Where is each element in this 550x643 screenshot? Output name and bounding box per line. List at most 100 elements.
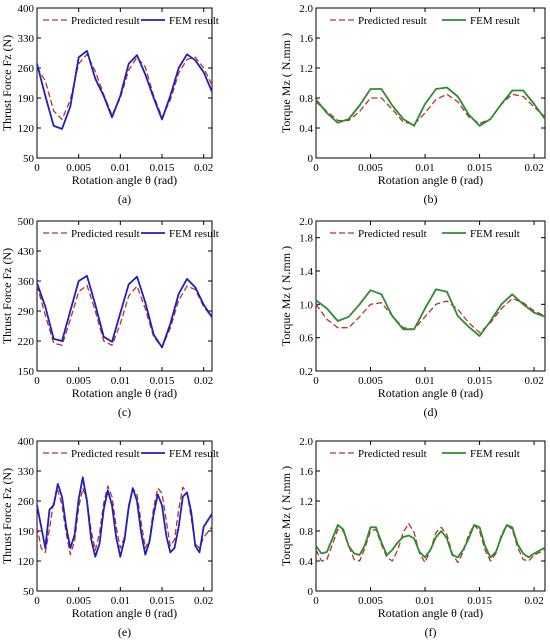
plot-area-frame: [36, 440, 213, 592]
y-tick-label: 1.2: [299, 496, 313, 508]
x-tick-label: 0.02: [194, 162, 213, 174]
y-tick-label: 360: [18, 276, 35, 288]
y-tick-label: 430: [18, 246, 35, 258]
y-axis-label: Torque Mz ( N.mm ): [279, 33, 293, 133]
y-tick-label: 260: [18, 496, 35, 508]
x-axis-label: Rotation angle θ (rad): [72, 173, 177, 187]
series-line-fem: [315, 288, 546, 337]
x-tick-label: 0.005: [66, 162, 91, 174]
series-line-fem: [36, 476, 213, 558]
y-axis-label: Thrust Force Fz (N): [0, 248, 14, 344]
x-tick-label: 0.005: [358, 162, 383, 174]
x-tick-label: 0.01: [415, 375, 434, 387]
chart-panel-c: 0 0.005 0.01 0.015 0.02 150 220 290 360 430 500 Rot…: [0, 216, 219, 419]
y-tick-label: 260: [18, 63, 35, 75]
series-line-fem: [315, 86, 546, 127]
x-tick-label: 0.005: [358, 375, 383, 387]
y-tick-label: 2.0: [299, 436, 313, 448]
x-tick-label: 0: [34, 162, 40, 174]
legend-entry-label: FEM result: [470, 448, 520, 460]
y-tick-label: 1.8: [299, 233, 313, 245]
panel-label: (e): [118, 625, 131, 639]
chart-panel-f: 0 0.005 0.01 0.015 0.02 0 0.4 0.8 1.2 1.6 2.0 Rotat…: [279, 436, 546, 639]
plot-area-frame: [36, 220, 213, 372]
panel-label: (a): [118, 192, 131, 206]
y-tick-label: 0.4: [299, 556, 313, 568]
x-tick-label: 0.02: [524, 162, 543, 174]
x-tick-label: 0.015: [150, 375, 175, 387]
y-tick-label: 0.8: [299, 526, 313, 538]
plot-area-frame: [315, 220, 546, 372]
y-tick-label: 1.6: [299, 466, 313, 478]
series-line-predicted: [36, 53, 213, 121]
legend: Predicted result FEM result: [330, 15, 520, 27]
legend: Predicted result FEM result: [330, 448, 520, 460]
x-tick-label: 0.02: [194, 375, 213, 387]
panel-label: (c): [118, 405, 131, 419]
y-tick-label: 2.0: [299, 216, 313, 228]
panel-label: (d): [424, 405, 438, 419]
y-tick-label: 330: [18, 33, 35, 45]
legend-entry-label: Predicted result: [71, 448, 140, 460]
series-line-predicted: [36, 485, 213, 556]
x-tick-label: 0.02: [524, 375, 543, 387]
legend-entry-label: FEM result: [470, 15, 520, 27]
y-axis-label: Torque Mz ( N.mm ): [279, 246, 293, 346]
y-tick-label: 290: [18, 306, 35, 318]
legend: Predicted result FEM result: [43, 228, 219, 240]
y-tick-label: 400: [18, 3, 35, 15]
x-axis-label: Rotation angle θ (rad): [378, 606, 483, 620]
legend-entry-label: Predicted result: [71, 228, 140, 240]
y-tick-label: 1.0: [299, 299, 313, 311]
x-tick-label: 0.01: [111, 375, 130, 387]
chart-panel-e: 0 0.005 0.01 0.015 0.02 50 120 190 260 330 400 Rota…: [0, 436, 219, 639]
x-tick-label: 0.02: [524, 595, 543, 607]
x-tick-label: 0.01: [415, 595, 434, 607]
y-tick-label: 330: [18, 466, 35, 478]
x-tick-label: 0.015: [150, 595, 175, 607]
y-tick-label: 120: [18, 123, 35, 135]
x-tick-label: 0.005: [66, 375, 91, 387]
series-line-predicted: [36, 284, 213, 349]
y-tick-label: 190: [18, 526, 35, 538]
y-tick-label: 220: [18, 336, 35, 348]
x-tick-label: 0: [313, 375, 319, 387]
x-tick-label: 0: [34, 375, 40, 387]
x-tick-label: 0.015: [150, 162, 175, 174]
legend-entry-label: FEM result: [169, 228, 219, 240]
y-tick-label: 500: [18, 216, 35, 228]
panel-label: (f): [425, 625, 437, 639]
plot-area-frame: [315, 7, 546, 159]
legend: Predicted result FEM result: [43, 448, 219, 460]
legend: Predicted result FEM result: [43, 15, 219, 27]
x-tick-label: 0.005: [358, 595, 383, 607]
x-tick-label: 0: [313, 162, 319, 174]
y-tick-label: 150: [18, 366, 35, 378]
series-line-fem: [36, 274, 213, 349]
y-axis-label: Thrust Force Fz (N): [0, 468, 14, 564]
x-tick-label: 0.01: [111, 162, 130, 174]
legend-entry-label: Predicted result: [358, 448, 427, 460]
x-tick-label: 0: [34, 595, 40, 607]
x-tick-label: 0.005: [66, 595, 91, 607]
y-tick-label: 190: [18, 93, 35, 105]
y-tick-label: 1.4: [299, 266, 313, 278]
chart-panel-d: 0 0.005 0.01 0.015 0.02 0.2 0.6 1.0 1.4 1.8 2.0 Rot…: [279, 216, 546, 419]
legend-entry-label: Predicted result: [358, 228, 427, 240]
legend-entry-label: Predicted result: [358, 15, 427, 27]
y-tick-label: 50: [23, 586, 35, 598]
y-tick-label: 2.0: [299, 3, 313, 15]
series-line-fem: [36, 50, 213, 130]
legend-entry-label: FEM result: [169, 15, 219, 27]
y-tick-label: 0: [308, 586, 314, 598]
series-line-predicted: [315, 297, 546, 334]
y-tick-label: 0.8: [299, 93, 313, 105]
y-tick-label: 400: [18, 436, 35, 448]
x-tick-label: 0: [313, 595, 319, 607]
x-tick-label: 0.01: [415, 162, 434, 174]
x-tick-label: 0.01: [111, 595, 130, 607]
legend-entry-label: FEM result: [169, 448, 219, 460]
x-axis-label: Rotation angle θ (rad): [378, 386, 483, 400]
series-line-fem: [315, 524, 546, 559]
